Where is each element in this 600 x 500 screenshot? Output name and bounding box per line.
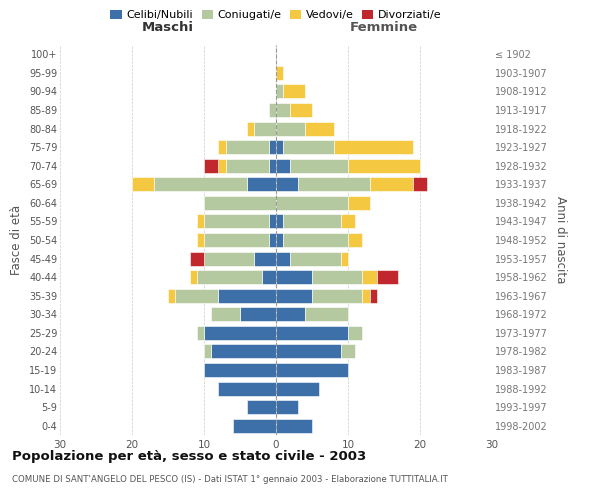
Bar	[276, 196, 348, 210]
Bar	[204, 214, 269, 228]
Bar	[276, 400, 298, 414]
Bar	[370, 289, 377, 302]
Bar	[276, 66, 283, 80]
Bar	[204, 196, 276, 210]
Bar	[197, 233, 204, 247]
Bar	[276, 382, 319, 396]
Bar	[348, 233, 362, 247]
Bar	[247, 178, 276, 191]
Bar	[204, 363, 276, 377]
Bar	[204, 326, 276, 340]
Bar	[283, 233, 348, 247]
Bar	[276, 363, 348, 377]
Bar	[290, 252, 341, 266]
Bar	[168, 289, 175, 302]
Bar	[341, 214, 355, 228]
Bar	[190, 252, 204, 266]
Bar	[269, 214, 276, 228]
Bar	[175, 289, 218, 302]
Bar	[269, 140, 276, 154]
Bar	[276, 233, 283, 247]
Bar	[240, 308, 276, 322]
Bar	[197, 214, 204, 228]
Bar	[276, 252, 290, 266]
Bar	[305, 308, 348, 322]
Bar	[290, 159, 348, 172]
Bar	[377, 270, 398, 284]
Y-axis label: Fasce di età: Fasce di età	[10, 205, 23, 275]
Bar	[276, 270, 312, 284]
Bar	[298, 178, 370, 191]
Bar	[233, 419, 276, 432]
Bar	[283, 84, 305, 98]
Bar	[269, 103, 276, 117]
Bar	[276, 214, 283, 228]
Bar	[276, 159, 290, 172]
Bar	[276, 103, 290, 117]
Bar	[312, 270, 362, 284]
Bar	[341, 252, 348, 266]
Bar	[204, 159, 218, 172]
Bar	[218, 140, 226, 154]
Bar	[283, 140, 334, 154]
Text: Maschi: Maschi	[142, 21, 194, 34]
Bar	[334, 140, 413, 154]
Bar	[211, 344, 276, 358]
Bar	[276, 308, 305, 322]
Bar	[218, 382, 276, 396]
Bar	[226, 140, 269, 154]
Bar	[247, 400, 276, 414]
Bar	[276, 84, 283, 98]
Bar	[305, 122, 334, 136]
Bar	[362, 270, 377, 284]
Bar	[197, 326, 204, 340]
Bar	[262, 270, 276, 284]
Bar	[269, 233, 276, 247]
Bar	[254, 252, 276, 266]
Text: COMUNE DI SANT'ANGELO DEL PESCO (IS) - Dati ISTAT 1° gennaio 2003 - Elaborazione: COMUNE DI SANT'ANGELO DEL PESCO (IS) - D…	[12, 475, 448, 484]
Bar	[370, 178, 413, 191]
Bar	[276, 419, 312, 432]
Bar	[190, 270, 197, 284]
Bar	[218, 159, 226, 172]
Bar	[211, 308, 240, 322]
Bar	[247, 122, 254, 136]
Bar	[276, 178, 298, 191]
Y-axis label: Anni di nascita: Anni di nascita	[554, 196, 567, 284]
Bar	[154, 178, 247, 191]
Bar	[204, 252, 254, 266]
Bar	[218, 289, 276, 302]
Bar	[197, 270, 262, 284]
Bar	[283, 214, 341, 228]
Bar	[132, 178, 154, 191]
Bar	[276, 122, 305, 136]
Bar	[269, 159, 276, 172]
Bar	[348, 326, 362, 340]
Text: Popolazione per età, sesso e stato civile - 2003: Popolazione per età, sesso e stato civil…	[12, 450, 366, 463]
Text: Femmine: Femmine	[350, 21, 418, 34]
Bar	[204, 344, 211, 358]
Bar	[348, 159, 420, 172]
Bar	[341, 344, 355, 358]
Bar	[226, 159, 269, 172]
Bar	[348, 196, 370, 210]
Bar	[254, 122, 276, 136]
Bar	[276, 140, 283, 154]
Bar	[312, 289, 362, 302]
Bar	[276, 344, 341, 358]
Legend: Celibi/Nubili, Coniugati/e, Vedovi/e, Divorziati/e: Celibi/Nubili, Coniugati/e, Vedovi/e, Di…	[106, 6, 446, 25]
Bar	[290, 103, 312, 117]
Bar	[276, 289, 312, 302]
Bar	[362, 289, 370, 302]
Bar	[413, 178, 427, 191]
Bar	[204, 233, 269, 247]
Bar	[276, 326, 348, 340]
